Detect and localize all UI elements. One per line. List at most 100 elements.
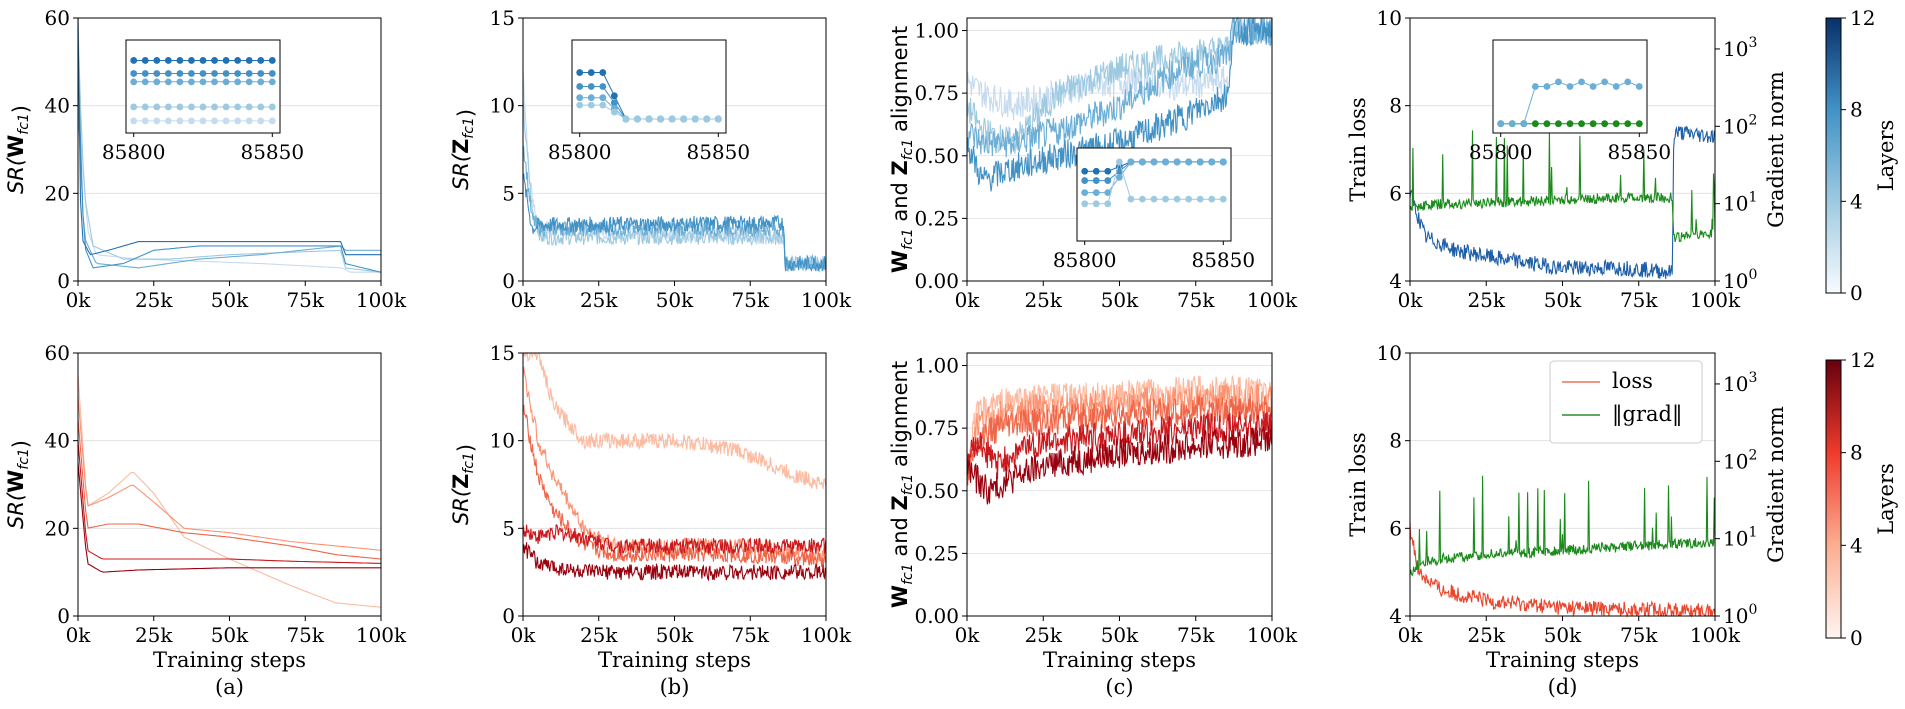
panel-a2: 0 20 40 60 0k 25k 50k 75k 100k SR(Wfc1) Training s… [4, 341, 407, 699]
series-line-layer-3 [77, 396, 382, 551]
panel-caption: (b) [660, 675, 690, 699]
x-tick-label: 100k [1690, 623, 1741, 647]
x-tick-label: 25k [135, 288, 173, 312]
inset-x-tick-label: 85800 [1053, 248, 1117, 272]
x-tick-label: 50k [211, 288, 249, 312]
y-tick-label: 0.75 [914, 416, 959, 440]
x-tick-label: 0k [955, 623, 981, 647]
colorbar-tick-label: 0 [1850, 626, 1863, 650]
y-tick-label: 4 [1389, 269, 1402, 293]
x-tick-label: 50k [656, 623, 694, 647]
x-tick-label: 50k [1101, 623, 1139, 647]
series-line-layer-1 [77, 374, 382, 608]
inset-point [576, 83, 584, 90]
inset-line [579, 104, 719, 120]
panel-caption: (a) [215, 675, 244, 699]
inset-x-tick-label: 85800 [548, 140, 612, 164]
x-tick-label: 75k [731, 623, 769, 647]
y-axis-label: Wfc1 and Zfc1 alignment [888, 26, 916, 273]
x-tick-label: 75k [286, 623, 324, 647]
inset-x-tick-label: 85850 [686, 140, 750, 164]
x-tick-label: 25k [1467, 288, 1505, 312]
y2-tick-label: 102 [1723, 447, 1757, 473]
y-axis-label: SR(Wfc1) [4, 440, 33, 529]
x-tick-label: 0k [955, 288, 981, 312]
y-tick-label: 0 [502, 269, 515, 293]
inset-point [576, 94, 584, 102]
x-tick-label: 100k [356, 623, 407, 647]
inset-point [576, 101, 584, 109]
axes-frame [522, 17, 827, 282]
axes-frame [1409, 17, 1716, 282]
y-tick-label: 20 [45, 516, 70, 540]
colorbar-label: Layers [1874, 463, 1898, 535]
x-tick-label: 75k [1620, 288, 1658, 312]
y-tick-label: 0.50 [914, 479, 959, 503]
series-line-layer-8 [966, 17, 1273, 158]
y-tick-label: 0.25 [914, 541, 959, 565]
panel-caption: (d) [1548, 675, 1578, 699]
panel-c1: 0.00 0.25 0.50 0.75 1.00 0k 25k 50k 75k 100k Wfc1 … [888, 17, 1298, 312]
series-line-layer-6 [77, 418, 382, 560]
x-axis-label: Training steps [1486, 648, 1639, 672]
y-tick-label: 5 [502, 516, 515, 540]
y-tick-label: 40 [45, 429, 70, 453]
series-line-layer-12 [522, 173, 827, 272]
series-line-layer-9 [966, 410, 1273, 480]
y2-tick-label: 102 [1723, 112, 1757, 138]
panel-c2: 0.00 0.25 0.50 0.75 1.00 0k 25k 50k 75k 100k Wfc1 … [888, 352, 1298, 699]
y-tick-label: 10 [490, 429, 515, 453]
y-tick-label: 6 [1389, 516, 1402, 540]
x-tick-label: 25k [1024, 288, 1062, 312]
x-axis-label: Training steps [1043, 648, 1196, 672]
y-tick-label: 10 [1377, 6, 1402, 30]
x-tick-label: 25k [1024, 623, 1062, 647]
y2-axis-label: Gradient norm [1764, 71, 1788, 228]
y-tick-label: 0.00 [914, 604, 959, 628]
axes-frame [966, 352, 1273, 617]
y-tick-label: 6 [1389, 181, 1402, 205]
y-axis-label: Wfc1 and Zfc1 alignment [888, 361, 916, 608]
colorbar-red: 0 4 8 12 Layers [1825, 348, 1898, 650]
y-tick-label: 8 [1389, 94, 1402, 118]
y2-tick-label: 103 [1723, 35, 1757, 61]
legend-label: loss [1612, 369, 1653, 393]
x-tick-label: 25k [580, 288, 618, 312]
x-tick-label: 0k [66, 623, 92, 647]
y-tick-label: 8 [1389, 429, 1402, 453]
legend-label: ‖grad‖ [1612, 402, 1682, 427]
y-tick-label: 1.00 [914, 19, 959, 43]
x-tick-label: 50k [1544, 623, 1582, 647]
x-tick-label: 75k [1177, 623, 1215, 647]
colorbar-tick-label: 12 [1850, 348, 1875, 372]
x-tick-label: 75k [286, 288, 324, 312]
axes-frame [77, 17, 382, 282]
x-axis-label: Training steps [153, 648, 306, 672]
y-axis-label: SR(Zfc1) [449, 444, 478, 525]
y-tick-label: 0.00 [914, 269, 959, 293]
inset-line [1084, 161, 1224, 194]
colorbar-tick-label: 12 [1850, 6, 1875, 30]
inset-x-tick-label: 85850 [1607, 140, 1671, 164]
y-tick-label: 0 [502, 604, 515, 628]
inset-x-tick-label: 85850 [240, 140, 304, 164]
x-tick-label: 75k [731, 288, 769, 312]
panel-b1: 0 5 10 15 0k 25k 50k 75k 100k SR(Zfc1) 85800 85850 [449, 6, 852, 312]
panel-b2: 0 5 10 15 0k 25k 50k 75k 100k SR(Zfc1) Training st… [449, 341, 852, 699]
axes-frame [77, 352, 382, 617]
y-tick-label: 15 [490, 6, 515, 30]
series-line-layer-6 [966, 395, 1273, 486]
y-tick-label: 0.75 [914, 81, 959, 105]
series-line-layer-9 [522, 524, 827, 556]
x-tick-label: 0k [1398, 288, 1424, 312]
series-line-layer-12 [966, 426, 1273, 505]
x-tick-label: 50k [1544, 288, 1582, 312]
x-tick-label: 100k [1690, 288, 1741, 312]
y-tick-label: 5 [502, 181, 515, 205]
series-line-layer-1 [522, 351, 827, 490]
series-line-layer-1 [77, 17, 381, 273]
axes-frame [522, 352, 827, 617]
y-tick-label: 0 [57, 604, 70, 628]
axes-frame [1409, 352, 1716, 617]
